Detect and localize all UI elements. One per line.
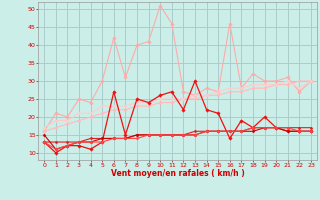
X-axis label: Vent moyen/en rafales ( km/h ): Vent moyen/en rafales ( km/h ) xyxy=(111,169,244,178)
